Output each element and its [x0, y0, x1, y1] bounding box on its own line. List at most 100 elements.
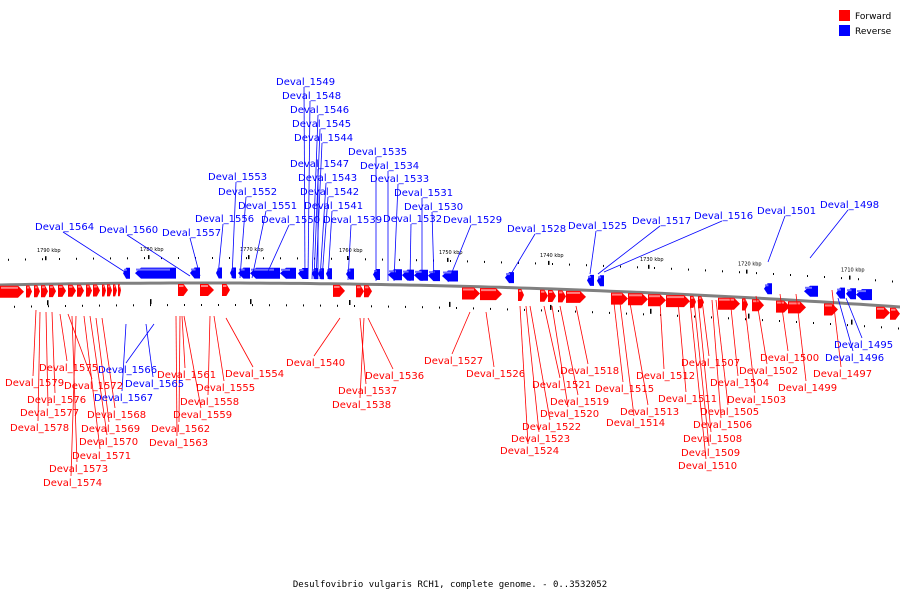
label-leader	[189, 237, 201, 277]
tick-dot	[246, 257, 247, 260]
label-leader	[367, 317, 394, 370]
tick-label: 1790 kbp	[37, 248, 61, 254]
gene-highlight	[42, 286, 45, 289]
tick-dot	[762, 319, 763, 322]
gene-label: Deval_1569	[81, 424, 140, 435]
gene-label: Deval_1553	[208, 172, 267, 183]
label-leader	[239, 196, 247, 279]
label-leader	[32, 309, 37, 377]
gene-highlight	[588, 275, 591, 278]
gene-highlight	[629, 294, 642, 297]
label-leader	[307, 100, 311, 280]
gene-highlight	[223, 285, 227, 287]
tick-dot	[388, 305, 389, 308]
tick-dot	[14, 305, 15, 308]
label-leader	[597, 225, 661, 275]
gene-label: Deval_1502	[739, 366, 798, 377]
label-leader	[715, 299, 729, 406]
gene-label: Deval_1517	[632, 216, 691, 227]
tick-mark	[851, 319, 853, 325]
gene-label: Deval_1547	[290, 159, 349, 170]
gene-label: Deval_1511	[658, 394, 717, 405]
tick-label: 1710 kbp	[841, 268, 865, 274]
tick-dot	[524, 308, 525, 311]
tick-dot	[773, 273, 774, 275]
gene-label: Deval_1536	[365, 371, 424, 382]
tick-dot	[331, 257, 332, 260]
tick-mark	[248, 255, 250, 260]
label-leader	[831, 289, 842, 368]
tick-dot	[399, 258, 400, 261]
label-leader	[51, 311, 56, 394]
gene-highlight	[649, 295, 660, 298]
tick-dot	[779, 320, 780, 322]
gene-labels: Deval_1564 Deval_1560 Deval_1557 Deval_1556…	[5, 77, 893, 489]
tick-dot	[626, 312, 627, 315]
tick-dot	[728, 317, 729, 320]
gene-label: Deval_1507	[681, 358, 740, 369]
gene-highlight	[35, 286, 38, 289]
tick-mark	[849, 275, 851, 280]
gene-highlight	[27, 286, 30, 289]
tick-dot	[558, 310, 559, 312]
tick-dot	[167, 304, 168, 307]
gene-label: Deval_1510	[678, 461, 737, 472]
gene-highlight	[239, 268, 245, 271]
label-leader	[178, 315, 181, 423]
gene-highlight	[443, 271, 452, 274]
tick-dot	[76, 257, 77, 260]
tick-dot	[569, 263, 570, 266]
gene-label: Deval_1573	[49, 464, 108, 475]
tick-dot	[99, 304, 100, 307]
gene-label: Deval_1561	[157, 370, 216, 381]
gene-highlight	[191, 268, 196, 271]
tick-dot	[337, 304, 338, 307]
gene-label: Deval_1554	[225, 369, 284, 380]
label-leader	[95, 317, 110, 423]
gene-highlight	[559, 291, 563, 294]
gene-label: Deval_1534	[360, 161, 419, 172]
label-leader	[559, 305, 579, 396]
gene-label: Deval_1526	[466, 369, 525, 380]
tick-dot	[858, 278, 859, 281]
gene-features	[0, 267, 900, 320]
gene-label: Deval_1514	[606, 418, 665, 429]
label-leader	[409, 223, 412, 282]
tick-dot	[592, 311, 593, 314]
label-leader	[693, 300, 710, 447]
tick-label: 1720 kbp	[738, 262, 762, 268]
tick-dot	[59, 258, 60, 260]
label-leader	[321, 196, 329, 280]
tick-dot	[320, 304, 321, 307]
label-leader	[327, 210, 333, 280]
tick-dot	[269, 304, 270, 307]
tick-dot	[535, 262, 536, 265]
tick-dot	[756, 272, 757, 275]
gene-label: Deval_1504	[710, 378, 769, 389]
tick-dot	[830, 323, 831, 325]
label-leader	[71, 315, 78, 463]
tick-dot	[8, 258, 9, 261]
gene-highlight	[374, 270, 377, 272]
gene-label: Deval_1530	[404, 202, 463, 213]
gene-highlight	[1, 286, 18, 289]
gene-label: Deval_1557	[162, 228, 221, 239]
tick-dot	[382, 258, 383, 261]
gene-highlight	[201, 285, 208, 287]
tick-dot	[371, 305, 372, 308]
label-leader	[145, 323, 154, 378]
label-leader	[359, 317, 367, 385]
tick-dot	[643, 313, 644, 316]
gene-label: Deval_1529	[443, 215, 502, 226]
tick-mark	[347, 256, 349, 260]
gene-label: Deval_1539	[323, 215, 382, 226]
label-leader	[37, 311, 41, 422]
label-leader	[319, 182, 327, 280]
tick-dot	[161, 257, 162, 260]
gene-label: Deval_1498	[820, 200, 879, 211]
tick-dot	[450, 260, 451, 262]
gene-highlight	[481, 289, 496, 292]
gene-label: Deval_1577	[20, 408, 79, 419]
tick-dot	[456, 307, 457, 309]
gene-highlight	[251, 268, 274, 271]
